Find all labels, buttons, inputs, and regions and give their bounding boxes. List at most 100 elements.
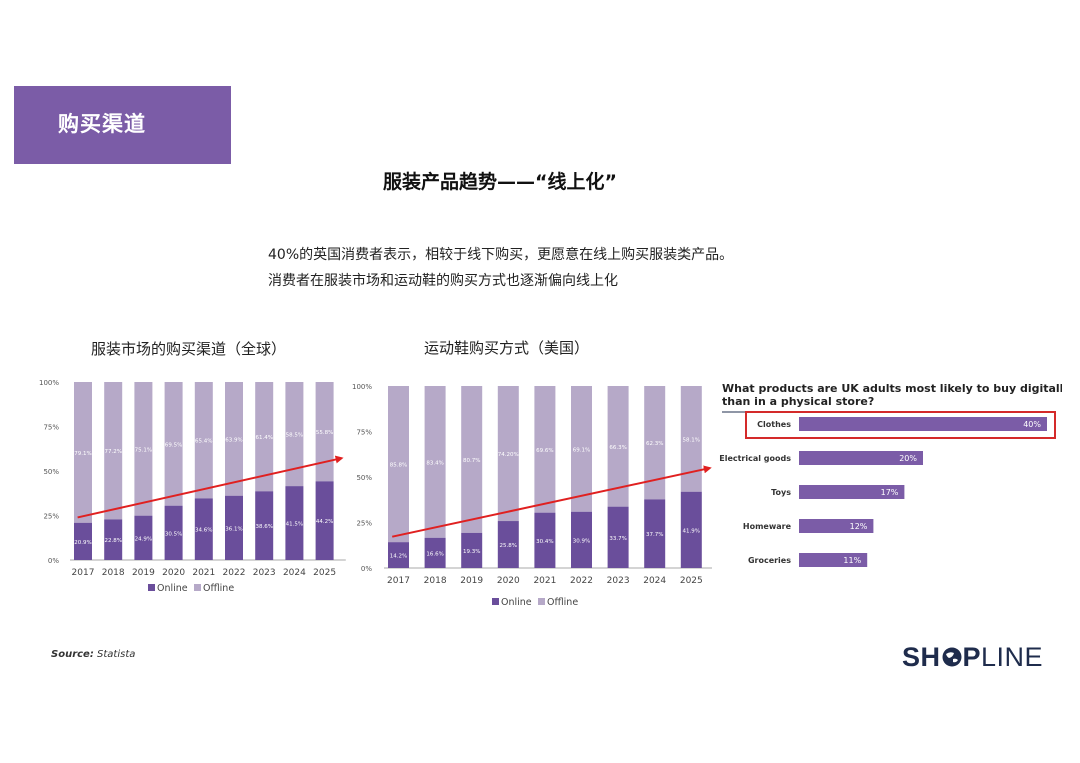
bar-clothes xyxy=(799,417,1047,431)
logo-part-2: P xyxy=(962,642,982,672)
data-label-online: 30.9% xyxy=(573,538,590,544)
data-label-online: 30.5% xyxy=(165,531,182,537)
chart3-title-line-1: What products are UK adults most likely … xyxy=(722,382,1062,395)
data-label-offline: 61.4% xyxy=(255,435,272,441)
bar-offline-2023 xyxy=(255,382,274,492)
section-tag-label: 购买渠道 xyxy=(58,112,146,136)
data-label-offline: 55.8% xyxy=(316,430,333,436)
bar-offline-2017 xyxy=(74,382,92,523)
bar-offline-2022 xyxy=(571,386,592,512)
category-label: Homeware xyxy=(743,522,792,531)
data-label-online: 38.6% xyxy=(255,524,272,530)
logo-part-3: LINE xyxy=(981,642,1044,672)
globe-icon xyxy=(942,647,962,667)
bar-offline-2018 xyxy=(424,386,446,538)
legend-swatch-online xyxy=(492,598,499,605)
bar-offline-2017 xyxy=(388,386,409,543)
x-tick-label: 2023 xyxy=(607,576,630,586)
intro-text: 40%的英国消费者表示，相较于线下购买，更愿意在线上购买服装类产品。 消费者在服… xyxy=(268,242,733,294)
chart1-title: 服装市场的购买渠道（全球） xyxy=(91,340,287,358)
data-label-offline: 58.1% xyxy=(683,437,700,443)
x-tick-label: 2024 xyxy=(283,568,306,578)
category-label: Clothes xyxy=(757,420,791,429)
sneaker-channel-chart: 0% 25% 50% 75% 100% 14.2% 85.8% 2017 16.6% 83.4% 2… xyxy=(352,383,712,608)
bar-online-2017 xyxy=(74,522,92,560)
x-tick-label: 2020 xyxy=(162,568,185,578)
data-label-online: 37.7% xyxy=(646,532,663,538)
slide-title: 服装产品趋势——“线上化” xyxy=(383,171,617,193)
source-text: Statista xyxy=(97,649,136,660)
bar-electrical-goods xyxy=(799,451,923,465)
data-label-online: 34.6% xyxy=(195,528,212,534)
data-label-online: 14.2% xyxy=(390,554,407,560)
category-label: Groceries xyxy=(748,556,791,565)
trend-arrow xyxy=(391,465,712,538)
category-label: Electrical goods xyxy=(719,454,791,463)
y-tick-label: 0% xyxy=(361,565,372,573)
x-tick-label: 2018 xyxy=(424,576,447,586)
bar-online-2025 xyxy=(315,481,334,560)
bar-offline-2019 xyxy=(134,382,153,516)
bar-online-2023 xyxy=(607,506,629,568)
bar-online-2025 xyxy=(680,491,702,568)
source-label: Source: xyxy=(51,649,94,660)
data-label-offline: 63.9% xyxy=(225,437,242,443)
data-label: 11% xyxy=(843,556,861,565)
bar-offline-2021 xyxy=(534,386,556,513)
data-label-offline: 83.4% xyxy=(426,460,443,466)
y-tick-label: 50% xyxy=(356,474,372,482)
data-label-online: 30.4% xyxy=(536,539,553,545)
bar-offline-2025 xyxy=(680,386,702,492)
x-tick-label: 2022 xyxy=(570,576,593,586)
data-label-online: 41.9% xyxy=(683,528,700,534)
bar-online-2022 xyxy=(571,511,592,568)
data-label-online: 41.5% xyxy=(286,522,303,528)
bar-online-2017 xyxy=(388,542,409,568)
bar-offline-2024 xyxy=(644,386,666,500)
bar-online-2020 xyxy=(164,505,183,560)
x-tick-label: 2023 xyxy=(253,568,276,578)
data-label-online: 19.3% xyxy=(463,549,480,555)
bar-homeware xyxy=(799,519,874,533)
x-tick-label: 2021 xyxy=(192,568,215,578)
bar-offline-2025 xyxy=(315,382,334,482)
chart3-title-line-2: than in a physical store? xyxy=(722,395,874,408)
intro-line-1: 40%的英国消费者表示，相较于线下购买，更愿意在线上购买服装类产品。 xyxy=(268,247,734,263)
bar-online-2019 xyxy=(134,515,153,560)
bar-online-2019 xyxy=(461,532,483,568)
y-tick-label: 50% xyxy=(43,468,59,476)
data-label: 40% xyxy=(1023,420,1041,429)
trend-arrow xyxy=(77,455,344,519)
data-label-online: 24.9% xyxy=(135,536,152,542)
legend-label-offline: Offline xyxy=(547,597,578,608)
legend-swatch-online xyxy=(148,584,155,591)
data-label-offline: 74.20% xyxy=(498,452,519,458)
data-label-offline: 69.6% xyxy=(536,448,553,454)
source-note: Source: Statista xyxy=(51,649,135,660)
x-tick-label: 2017 xyxy=(72,568,95,578)
bar-online-2023 xyxy=(255,491,274,560)
bar-offline-2022 xyxy=(225,382,243,496)
x-tick-label: 2025 xyxy=(680,576,703,586)
data-label-offline: 80.7% xyxy=(463,458,480,464)
data-label-offline: 79.1% xyxy=(74,451,91,457)
y-tick-label: 75% xyxy=(43,424,59,432)
x-tick-label: 2020 xyxy=(497,576,520,586)
intro-line-2: 消费者在服装市场和运动鞋的购买方式也逐渐偏向线上化 xyxy=(268,273,618,289)
x-tick-label: 2018 xyxy=(102,568,125,578)
bar-online-2024 xyxy=(285,486,304,560)
legend-swatch-offline xyxy=(194,584,201,591)
bar-offline-2018 xyxy=(104,382,123,520)
y-tick-label: 100% xyxy=(39,379,59,387)
bar-groceries xyxy=(799,553,868,567)
clothing-channel-chart: 0% 25% 50% 75% 100% 20.9% 79.1% 2017 22.8% 77.2% 2… xyxy=(39,379,346,594)
legend-label-online: Online xyxy=(157,583,188,594)
data-label-online: 25.8% xyxy=(500,543,517,549)
bar-online-2020 xyxy=(497,521,519,568)
legend-swatch-offline xyxy=(538,598,545,605)
highlight-box xyxy=(745,411,1056,439)
bar-online-2024 xyxy=(644,499,666,568)
data-label-offline: 85.8% xyxy=(390,463,407,469)
x-tick-label: 2022 xyxy=(223,568,246,578)
logo-part-1: SH xyxy=(902,642,941,672)
